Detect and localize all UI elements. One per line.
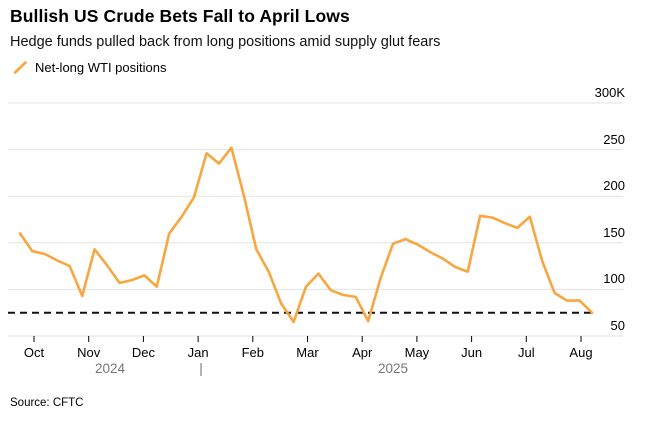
x-axis-label: Feb bbox=[241, 345, 264, 360]
year-label: | bbox=[199, 361, 203, 376]
year-label: 2025 bbox=[377, 361, 409, 376]
legend-label: Net-long WTI positions bbox=[35, 60, 167, 75]
y-axis-label: 150 bbox=[603, 224, 625, 240]
chart-subtitle: Hedge funds pulled back from long positi… bbox=[10, 34, 441, 50]
y-axis-label: 50 bbox=[610, 318, 625, 333]
line-series-icon bbox=[13, 61, 27, 74]
x-axis-label: Jun bbox=[461, 345, 483, 360]
net-long-wti-series-line bbox=[18, 146, 594, 324]
x-axis-label: Jan bbox=[187, 345, 209, 360]
y-axis-label: 200 bbox=[603, 178, 625, 194]
y-axis-label: 100 bbox=[603, 271, 625, 287]
year-label: 2024 bbox=[94, 361, 126, 376]
x-axis-label: Oct bbox=[23, 345, 45, 360]
x-axis-label: Apr bbox=[352, 345, 373, 360]
x-axis-label: Dec bbox=[131, 345, 155, 360]
x-axis-label: May bbox=[404, 345, 430, 360]
y-axis-label: 250 bbox=[603, 131, 625, 147]
x-axis-label: Jul bbox=[517, 345, 535, 360]
source-note: Source: CFTC bbox=[10, 397, 84, 409]
y-axis-label: 300K bbox=[594, 85, 625, 100]
legend: Net-long WTI positions bbox=[13, 60, 167, 75]
chart-title: Bullish US Crude Bets Fall to April Lows bbox=[10, 6, 350, 26]
x-axis-label: Aug bbox=[569, 345, 593, 360]
x-axis-label: Nov bbox=[77, 345, 101, 360]
x-axis-label: Mar bbox=[296, 345, 319, 360]
